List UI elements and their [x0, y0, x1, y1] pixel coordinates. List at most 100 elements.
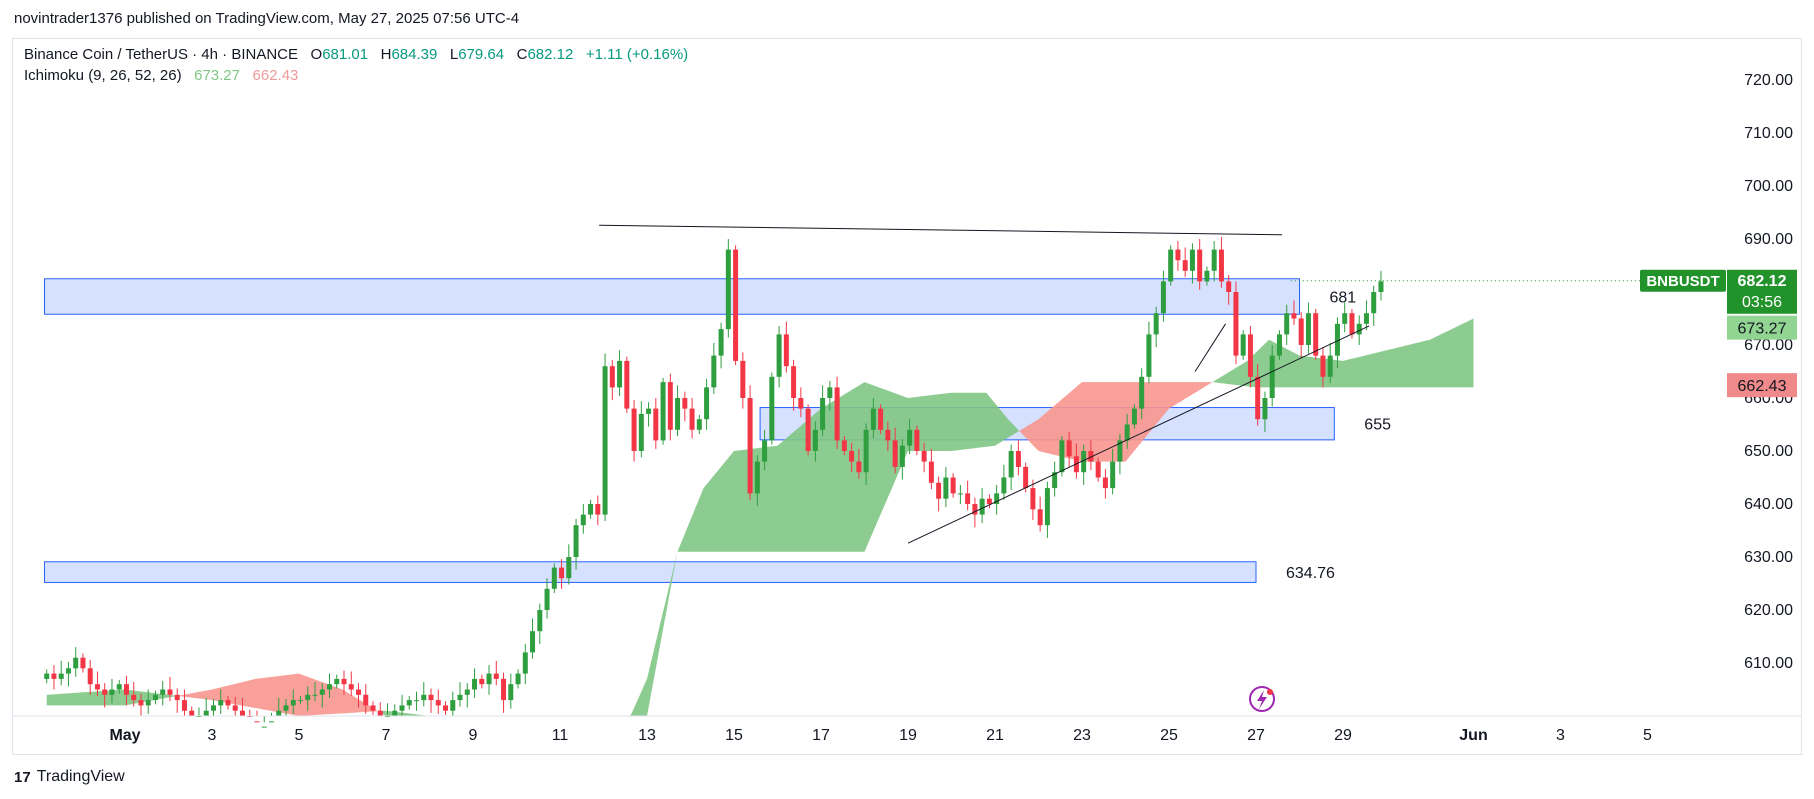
- candle: [638, 401, 644, 458]
- candle-body: [51, 673, 57, 679]
- candle-body: [718, 329, 724, 356]
- candle: [464, 683, 470, 708]
- cloud-bullish-segment: [1212, 318, 1474, 388]
- candle: [776, 325, 782, 388]
- candle: [827, 381, 833, 411]
- candle-body: [1313, 313, 1319, 356]
- candle: [609, 359, 615, 401]
- y-tick-label: 650.00: [1744, 443, 1793, 460]
- candle: [1298, 312, 1304, 358]
- candle: [167, 676, 173, 702]
- candle-body: [1211, 249, 1217, 271]
- candle-body: [341, 678, 347, 685]
- candle-body: [798, 398, 804, 409]
- candle-body: [522, 652, 528, 674]
- candle-body: [653, 408, 659, 441]
- y-tick-label: 710.00: [1744, 125, 1793, 142]
- candle-body: [80, 657, 86, 669]
- candle-body: [878, 408, 884, 430]
- candle: [783, 321, 789, 373]
- candles-layer: [44, 236, 1384, 728]
- candle-body: [406, 700, 412, 706]
- candle-body: [145, 700, 151, 706]
- candle-body: [1291, 313, 1297, 319]
- candle-body: [711, 355, 717, 388]
- candle-body: [834, 387, 840, 441]
- cloud-bullish-segment: [377, 382, 1019, 716]
- candle: [696, 414, 702, 435]
- candle-body: [986, 498, 992, 504]
- candle-body: [1356, 323, 1362, 335]
- candle-body: [298, 700, 304, 702]
- price-chart[interactable]: 681 655 634.76 610.00 620.00 630.00 640.00 650…: [0, 0, 1814, 760]
- trendline-resistance[interactable]: [599, 224, 1283, 236]
- candle: [1139, 368, 1145, 420]
- candle: [1131, 404, 1137, 429]
- candle: [87, 659, 93, 695]
- candle: [994, 484, 1000, 515]
- zone-label-655: 655: [1364, 417, 1391, 434]
- candle: [1037, 496, 1043, 532]
- candle-body: [319, 689, 325, 695]
- candle-body: [334, 678, 340, 685]
- candle: [849, 442, 855, 473]
- candle: [225, 695, 231, 710]
- chart-frame: [12, 38, 1802, 755]
- candle: [370, 701, 376, 715]
- kijun-tag-bg: [1727, 373, 1797, 398]
- candle-body: [1015, 451, 1021, 467]
- candle: [1378, 270, 1384, 301]
- footer-brand[interactable]: 17 TradingView: [14, 768, 125, 786]
- candle: [65, 661, 71, 687]
- candle-body: [1131, 408, 1137, 425]
- candle-body: [1175, 249, 1181, 261]
- candle: [1117, 434, 1123, 475]
- tenkan-tag-bg: [1727, 315, 1797, 340]
- candle: [863, 423, 869, 485]
- candle: [1110, 448, 1116, 495]
- alert-icon[interactable]: [1249, 686, 1275, 712]
- candle-body: [94, 684, 100, 690]
- last-price-value: 682.12: [1738, 273, 1787, 290]
- candle: [660, 377, 666, 445]
- candle: [501, 672, 507, 713]
- legend-high: 684.39: [391, 46, 438, 63]
- candle: [145, 689, 151, 714]
- candle-body: [1262, 398, 1268, 420]
- y-tick-label: 670.00: [1744, 337, 1793, 354]
- candle-body: [290, 700, 296, 706]
- candle-body: [1233, 292, 1239, 356]
- candle-body: [907, 429, 913, 446]
- candle-body: [225, 700, 231, 706]
- candle: [1088, 440, 1094, 471]
- candle-body: [181, 700, 187, 711]
- legend-indicator[interactable]: Ichimoku (9, 26, 52, 26): [24, 67, 182, 84]
- candle: [1284, 304, 1290, 345]
- candle: [123, 675, 129, 706]
- candle: [1247, 325, 1253, 388]
- candle-body: [1327, 355, 1333, 377]
- legend-symbol[interactable]: Binance Coin / TetherUS · 4h · BINANCE: [24, 46, 299, 63]
- candle-body: [1284, 313, 1290, 335]
- zone-box-634.76[interactable]: [44, 561, 1257, 583]
- candle-body: [1008, 451, 1014, 478]
- candle-body: [812, 429, 818, 451]
- candle-body: [979, 498, 985, 515]
- candle-body: [805, 408, 811, 451]
- candle-body: [1182, 260, 1188, 271]
- candle-body: [551, 567, 557, 589]
- candle-body: [508, 684, 514, 701]
- candle: [1204, 266, 1210, 286]
- trendline-minor[interactable]: [1194, 323, 1226, 372]
- candle-body: [1226, 281, 1232, 292]
- candle: [921, 442, 927, 473]
- candle-body: [754, 461, 760, 494]
- zone-box-681[interactable]: [44, 278, 1300, 315]
- candle-body: [1189, 249, 1195, 271]
- candle-body: [203, 710, 209, 716]
- candle-body: [515, 673, 521, 685]
- candle: [1160, 270, 1166, 322]
- candle: [232, 696, 238, 716]
- trendline-support[interactable]: [907, 325, 1370, 544]
- candle-body: [733, 249, 739, 361]
